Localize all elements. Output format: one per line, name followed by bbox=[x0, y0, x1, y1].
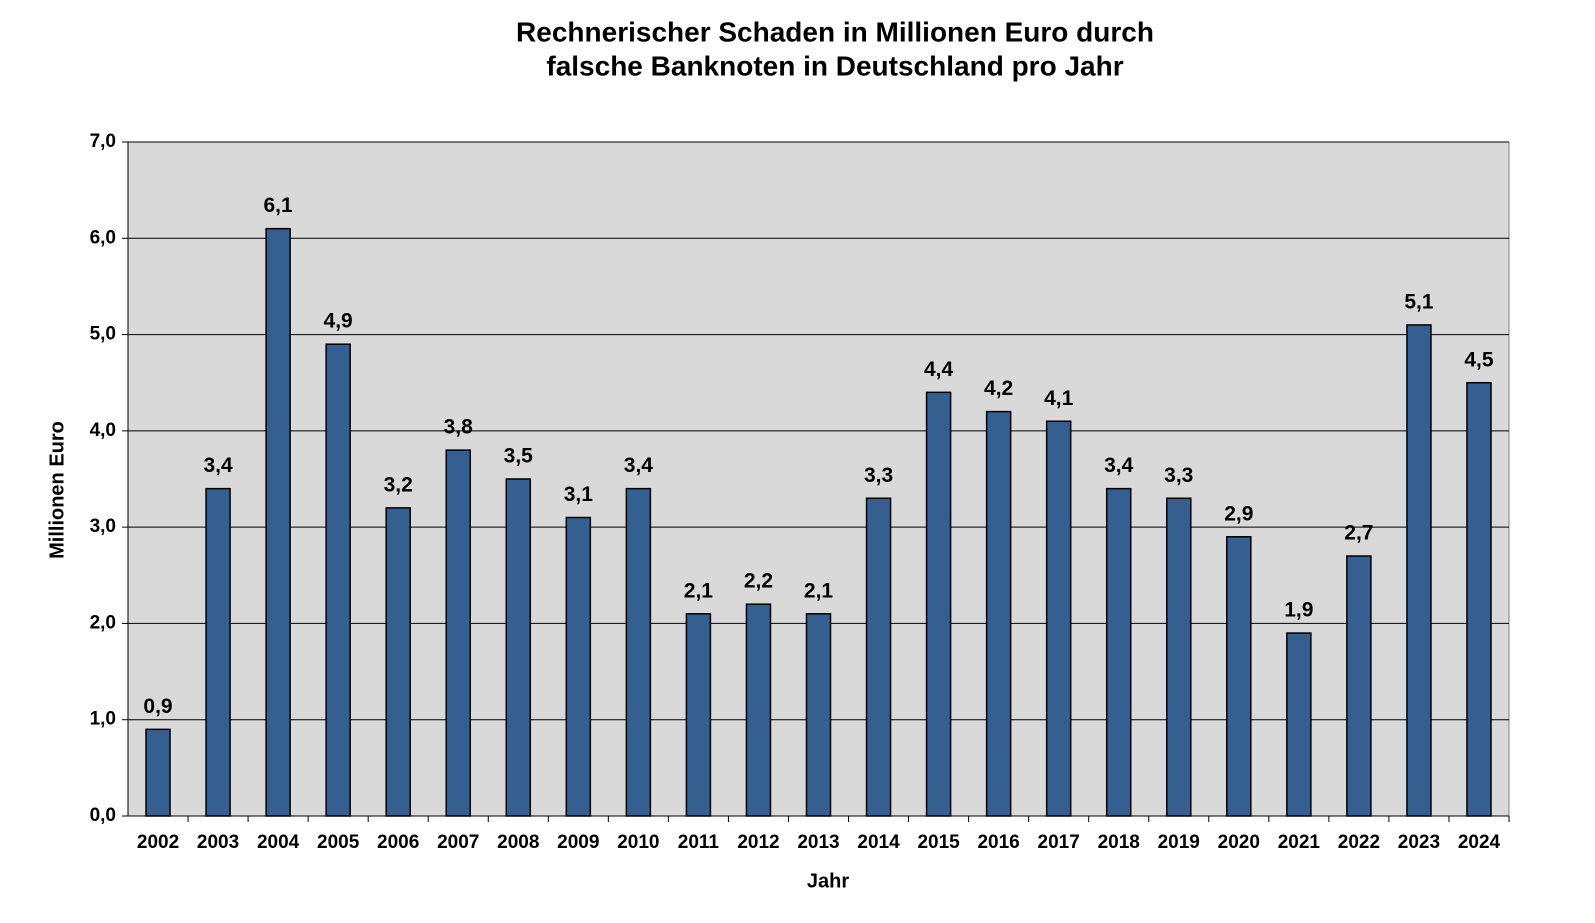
value-label: 4,5 bbox=[1464, 348, 1494, 371]
x-tick-label: 2014 bbox=[857, 832, 900, 853]
value-label: 0,9 bbox=[143, 695, 172, 718]
x-tick-label: 2023 bbox=[1398, 832, 1440, 853]
value-label: 3,5 bbox=[504, 445, 534, 468]
bar bbox=[445, 449, 471, 817]
value-label: 2,7 bbox=[1344, 522, 1373, 545]
bar bbox=[565, 516, 592, 817]
bar bbox=[145, 728, 171, 817]
bar bbox=[685, 613, 712, 817]
y-tick-label: 1,0 bbox=[90, 709, 116, 730]
value-label: 4,2 bbox=[984, 377, 1013, 400]
x-tick-label: 2012 bbox=[737, 832, 779, 853]
x-tick-label: 2022 bbox=[1338, 832, 1380, 853]
value-label: 2,9 bbox=[1224, 502, 1253, 525]
x-tick-label: 2011 bbox=[678, 832, 720, 853]
bar bbox=[745, 603, 772, 817]
x-tick-label: 2004 bbox=[257, 832, 300, 853]
bar bbox=[625, 487, 652, 817]
x-tick-label: 2020 bbox=[1218, 832, 1260, 853]
bar bbox=[1286, 632, 1312, 817]
value-label: 3,4 bbox=[203, 454, 233, 477]
value-label: 5,1 bbox=[1404, 290, 1434, 313]
value-label: 2,2 bbox=[744, 570, 773, 593]
value-label: 3,4 bbox=[1104, 454, 1134, 477]
x-tick-label: 2019 bbox=[1158, 832, 1200, 853]
value-label: 1,9 bbox=[1284, 599, 1313, 622]
x-tick-label: 2006 bbox=[377, 832, 419, 853]
bar bbox=[985, 410, 1012, 817]
bar bbox=[325, 343, 351, 817]
value-label: 2,1 bbox=[804, 579, 834, 602]
y-tick-label: 0,0 bbox=[90, 805, 116, 826]
x-tick-label: 2007 bbox=[437, 832, 479, 853]
value-label: 3,4 bbox=[624, 454, 654, 477]
y-axis-label: Millionen Euro bbox=[46, 421, 68, 559]
chart-title: Rechnerischer Schaden in Millionen Euro … bbox=[516, 16, 1154, 47]
y-tick-label: 5,0 bbox=[90, 324, 116, 345]
bar bbox=[805, 613, 832, 817]
bar bbox=[1045, 420, 1072, 817]
bar bbox=[1406, 324, 1432, 817]
x-tick-label: 2010 bbox=[617, 832, 659, 853]
bar bbox=[265, 227, 291, 817]
x-tick-label: 2005 bbox=[317, 832, 360, 853]
x-tick-label: 2015 bbox=[917, 832, 960, 853]
y-tick-label: 7,0 bbox=[90, 131, 116, 152]
x-tick-label: 2009 bbox=[557, 832, 599, 853]
x-tick-label: 2017 bbox=[1038, 832, 1080, 853]
x-tick-label: 2013 bbox=[797, 832, 839, 853]
value-label: 2,1 bbox=[684, 579, 714, 602]
x-tick-label: 2003 bbox=[197, 832, 239, 853]
bar bbox=[205, 487, 231, 817]
x-tick-label: 2016 bbox=[977, 832, 1019, 853]
bar bbox=[1105, 487, 1132, 817]
bar bbox=[505, 478, 532, 817]
chart-title: falsche Banknoten in Deutschland pro Jah… bbox=[546, 50, 1123, 81]
x-tick-label: 2021 bbox=[1278, 832, 1321, 853]
y-tick-label: 6,0 bbox=[90, 227, 116, 248]
bar bbox=[1466, 381, 1492, 817]
x-tick-label: 2008 bbox=[497, 832, 539, 853]
bar bbox=[1166, 497, 1192, 817]
bar bbox=[865, 497, 892, 817]
value-label: 3,3 bbox=[1164, 464, 1193, 487]
value-label: 4,1 bbox=[1044, 387, 1074, 410]
y-tick-label: 2,0 bbox=[90, 612, 116, 633]
x-axis-label: Jahr bbox=[807, 870, 849, 892]
x-tick-label: 2002 bbox=[137, 832, 179, 853]
bar bbox=[1226, 536, 1252, 817]
value-label: 4,9 bbox=[324, 310, 353, 333]
value-label: 3,3 bbox=[864, 464, 893, 487]
value-label: 3,2 bbox=[384, 473, 413, 496]
x-tick-label: 2018 bbox=[1098, 832, 1140, 853]
bar bbox=[1346, 555, 1372, 817]
bar bbox=[925, 391, 952, 817]
value-label: 6,1 bbox=[264, 194, 294, 217]
y-tick-label: 3,0 bbox=[90, 516, 116, 537]
value-label: 3,1 bbox=[564, 483, 594, 506]
bar bbox=[385, 507, 411, 817]
y-tick-label: 4,0 bbox=[90, 420, 116, 441]
x-tick-label: 2024 bbox=[1458, 832, 1501, 853]
value-label: 3,8 bbox=[444, 416, 474, 439]
value-label: 4,4 bbox=[924, 358, 954, 381]
